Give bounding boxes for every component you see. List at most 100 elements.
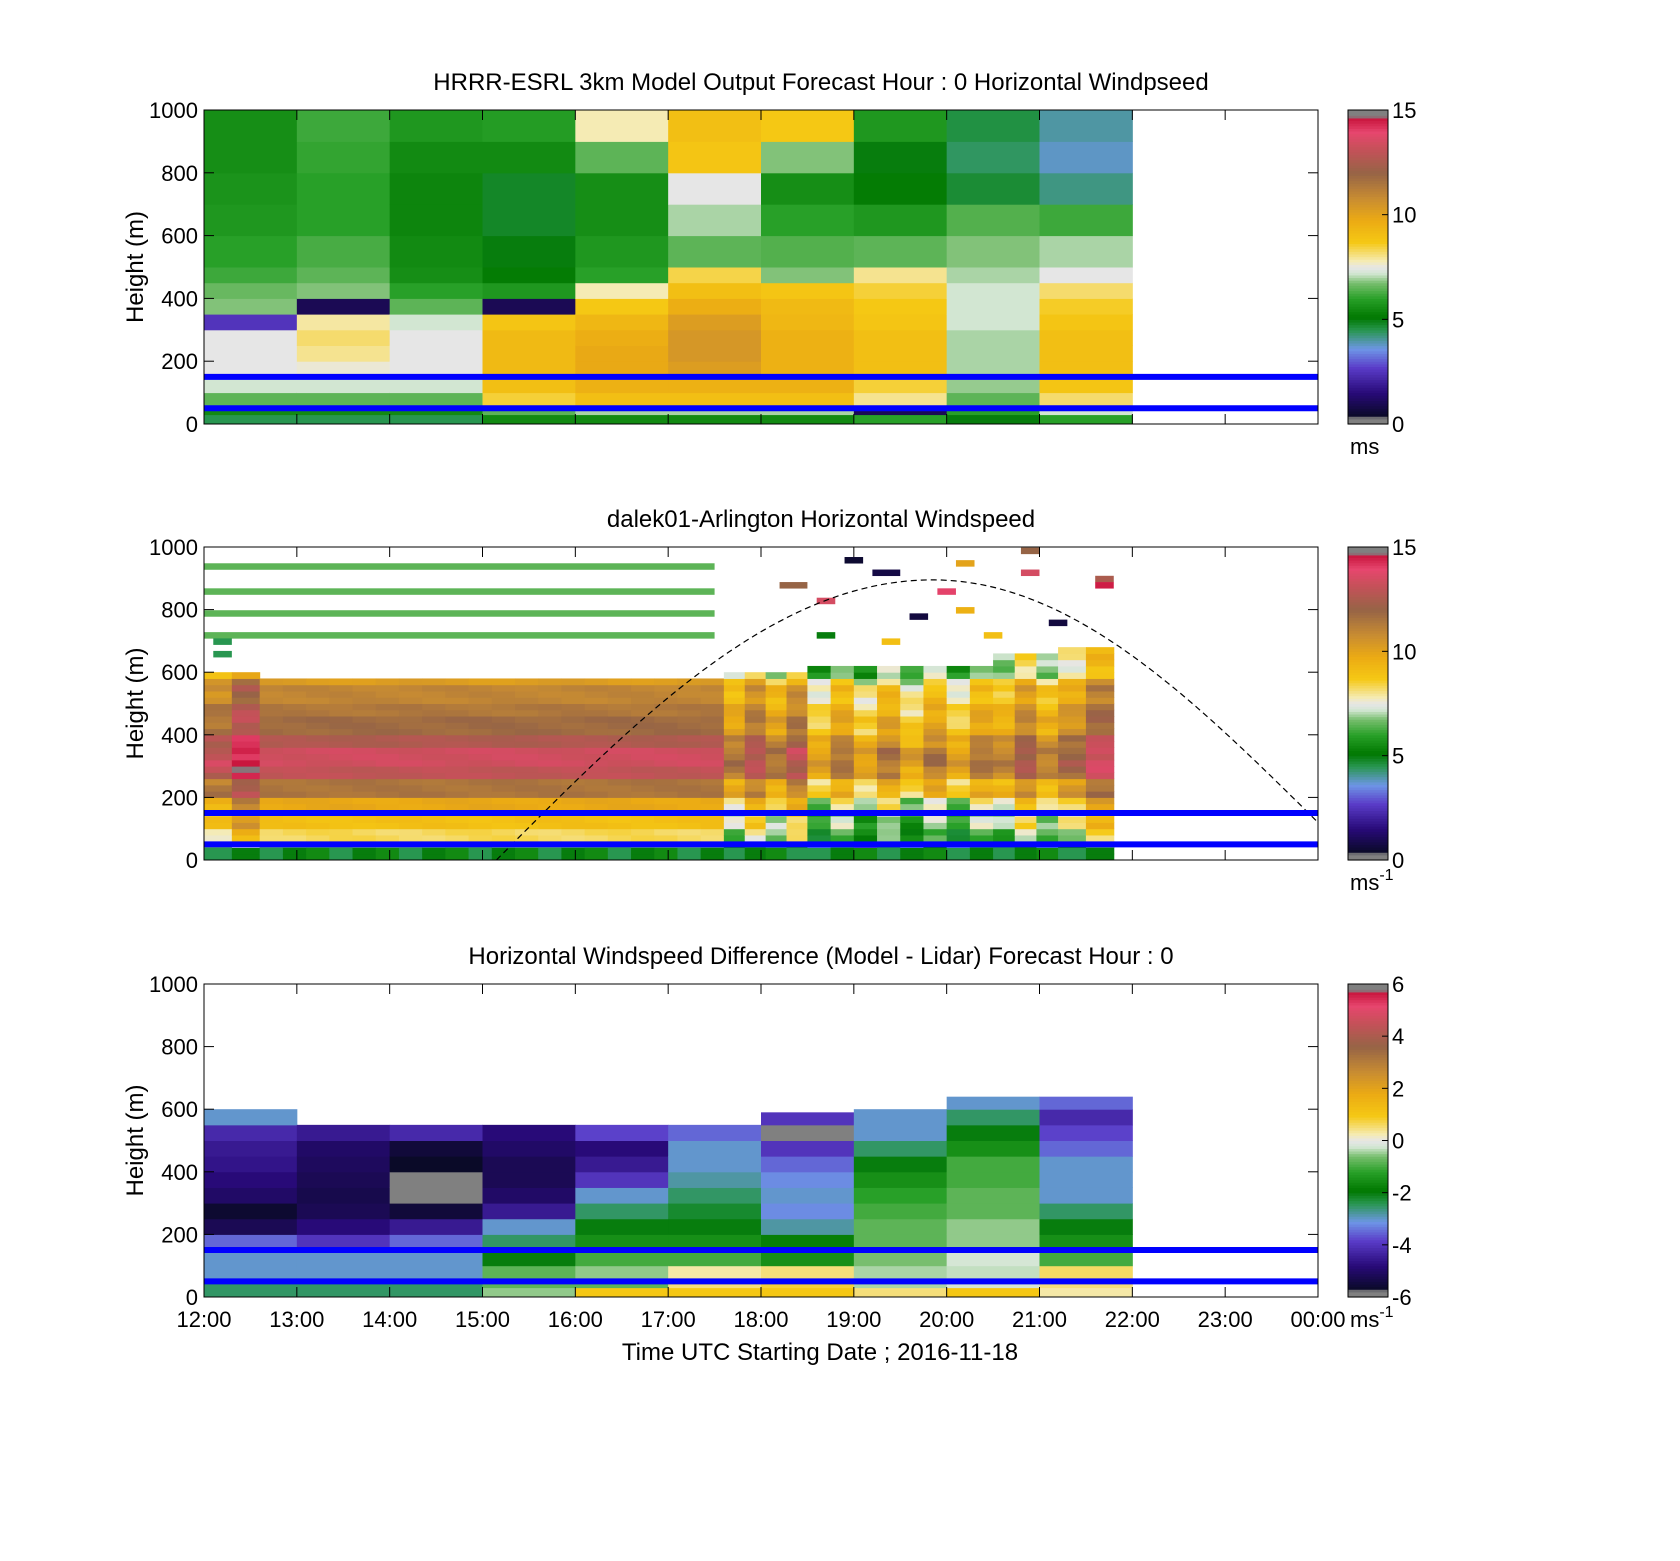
heatmap-cell <box>677 741 702 748</box>
heatmap-cell <box>445 678 470 686</box>
heatmap-cell <box>468 797 493 805</box>
colorbar-segment <box>1348 588 1388 592</box>
heatmap-cell <box>877 747 901 755</box>
heatmap-cell <box>700 697 725 704</box>
heatmap-cell <box>445 741 470 748</box>
heatmap-cell <box>422 703 446 711</box>
heatmap-cell <box>1014 766 1037 773</box>
heatmap-cell <box>631 697 655 704</box>
heatmap-cell <box>329 822 354 830</box>
colorbar-segment <box>1348 599 1388 603</box>
heatmap-cell <box>668 376 762 394</box>
heatmap-cell <box>468 678 493 686</box>
heatmap-cell <box>744 690 767 698</box>
heatmap-cell <box>946 1187 1040 1204</box>
heatmap-cell <box>761 172 855 205</box>
heatmap-cell <box>668 1265 762 1279</box>
heatmap-cell <box>946 267 1040 284</box>
heatmap-cell <box>398 766 423 773</box>
heatmap-cell <box>491 772 516 780</box>
heatmap-cell <box>514 797 539 805</box>
heatmap-cell <box>398 722 423 730</box>
heatmap-cell <box>723 834 746 842</box>
heatmap-cell <box>329 684 354 692</box>
heatmap-cell <box>468 847 493 855</box>
heatmap-cell <box>677 784 702 792</box>
heatmap-cell <box>575 141 669 174</box>
heatmap-cell <box>744 747 767 755</box>
heatmap-cell <box>677 822 702 830</box>
colorbar-segment <box>1348 784 1388 788</box>
colorbar-segment <box>1348 188 1388 192</box>
heatmap-cell <box>677 759 702 767</box>
heatmap-cell <box>993 703 1016 711</box>
heatmap-cell <box>575 298 669 315</box>
colorbar-segment <box>1348 1036 1388 1040</box>
y-tick-label: 800 <box>161 1035 198 1060</box>
colorbar-segment <box>1348 219 1388 224</box>
heatmap-cell <box>946 753 971 761</box>
heatmap-cell <box>1039 1124 1133 1141</box>
heatmap-cell <box>231 803 261 811</box>
heatmap-cell <box>830 734 855 742</box>
colorbar-segment <box>1348 387 1388 391</box>
colorbar-segment <box>1348 355 1388 360</box>
heatmap-cell <box>607 728 632 736</box>
colorbar-segment <box>1348 687 1388 692</box>
colorbar-segment <box>1348 1156 1388 1160</box>
heatmap-cell <box>1014 716 1037 723</box>
heatmap-cell <box>761 298 855 315</box>
heatmap-cell <box>468 784 493 792</box>
heatmap-cell <box>445 834 470 842</box>
colorbar-segment <box>1348 1234 1388 1238</box>
heatmap-cell <box>375 684 400 692</box>
heatmap-cell <box>946 1287 1040 1297</box>
heatmap-cell <box>231 728 261 736</box>
colorbar-segment <box>1348 363 1388 368</box>
heatmap-cell <box>631 728 655 736</box>
heatmap-cell <box>969 816 994 823</box>
heatmap-cell <box>853 1234 948 1251</box>
colorbar-segment <box>1348 620 1388 624</box>
heatmap-cell <box>445 697 470 704</box>
heatmap-cell <box>282 697 307 704</box>
heatmap-cell <box>761 314 855 331</box>
colorbar-segment <box>1348 779 1388 783</box>
colorbar-segment <box>1348 1184 1388 1189</box>
heatmap-cell <box>514 753 539 761</box>
heatmap-cell <box>900 766 924 773</box>
sparse-cell <box>844 557 864 564</box>
colorbar-segment <box>1348 802 1388 806</box>
heatmap-cell <box>853 759 878 767</box>
heatmap-cell <box>482 1265 576 1279</box>
heatmap-cell <box>482 361 576 378</box>
heatmap-cell <box>969 716 994 723</box>
colorbar-segment <box>1348 1064 1388 1069</box>
heatmap-cell <box>631 678 655 686</box>
colorbar-segment <box>1348 1273 1388 1277</box>
heatmap-cell <box>761 235 855 268</box>
colorbar-segment <box>1348 1242 1388 1246</box>
colorbar-segment <box>1348 815 1388 819</box>
heatmap-cell <box>631 822 655 830</box>
colorbar-segment <box>1348 1057 1388 1061</box>
colorbar-segment <box>1348 403 1388 407</box>
heatmap-cell <box>329 709 354 717</box>
colorbar-segment <box>1348 773 1388 778</box>
heatmap-cell <box>900 741 924 748</box>
heatmap-cell <box>677 747 702 755</box>
heatmap-cell <box>1036 747 1059 755</box>
sparse-cell <box>816 632 836 639</box>
heatmap-cell <box>1036 797 1059 805</box>
heatmap-cell <box>654 741 678 748</box>
colorbar-unit-base: ms <box>1350 434 1379 459</box>
heatmap-cell <box>946 709 971 717</box>
heatmap-cell <box>398 759 423 767</box>
heatmap-cell <box>723 759 746 767</box>
heatmap-cell <box>445 772 470 780</box>
colorbar-segment <box>1348 580 1388 585</box>
colorbar-segment <box>1348 606 1388 611</box>
x-axis-label: Time UTC Starting Date ; 2016-11-18 <box>622 1339 1018 1366</box>
colorbar-segment <box>1348 1268 1388 1272</box>
colorbar-segment <box>1348 570 1388 574</box>
